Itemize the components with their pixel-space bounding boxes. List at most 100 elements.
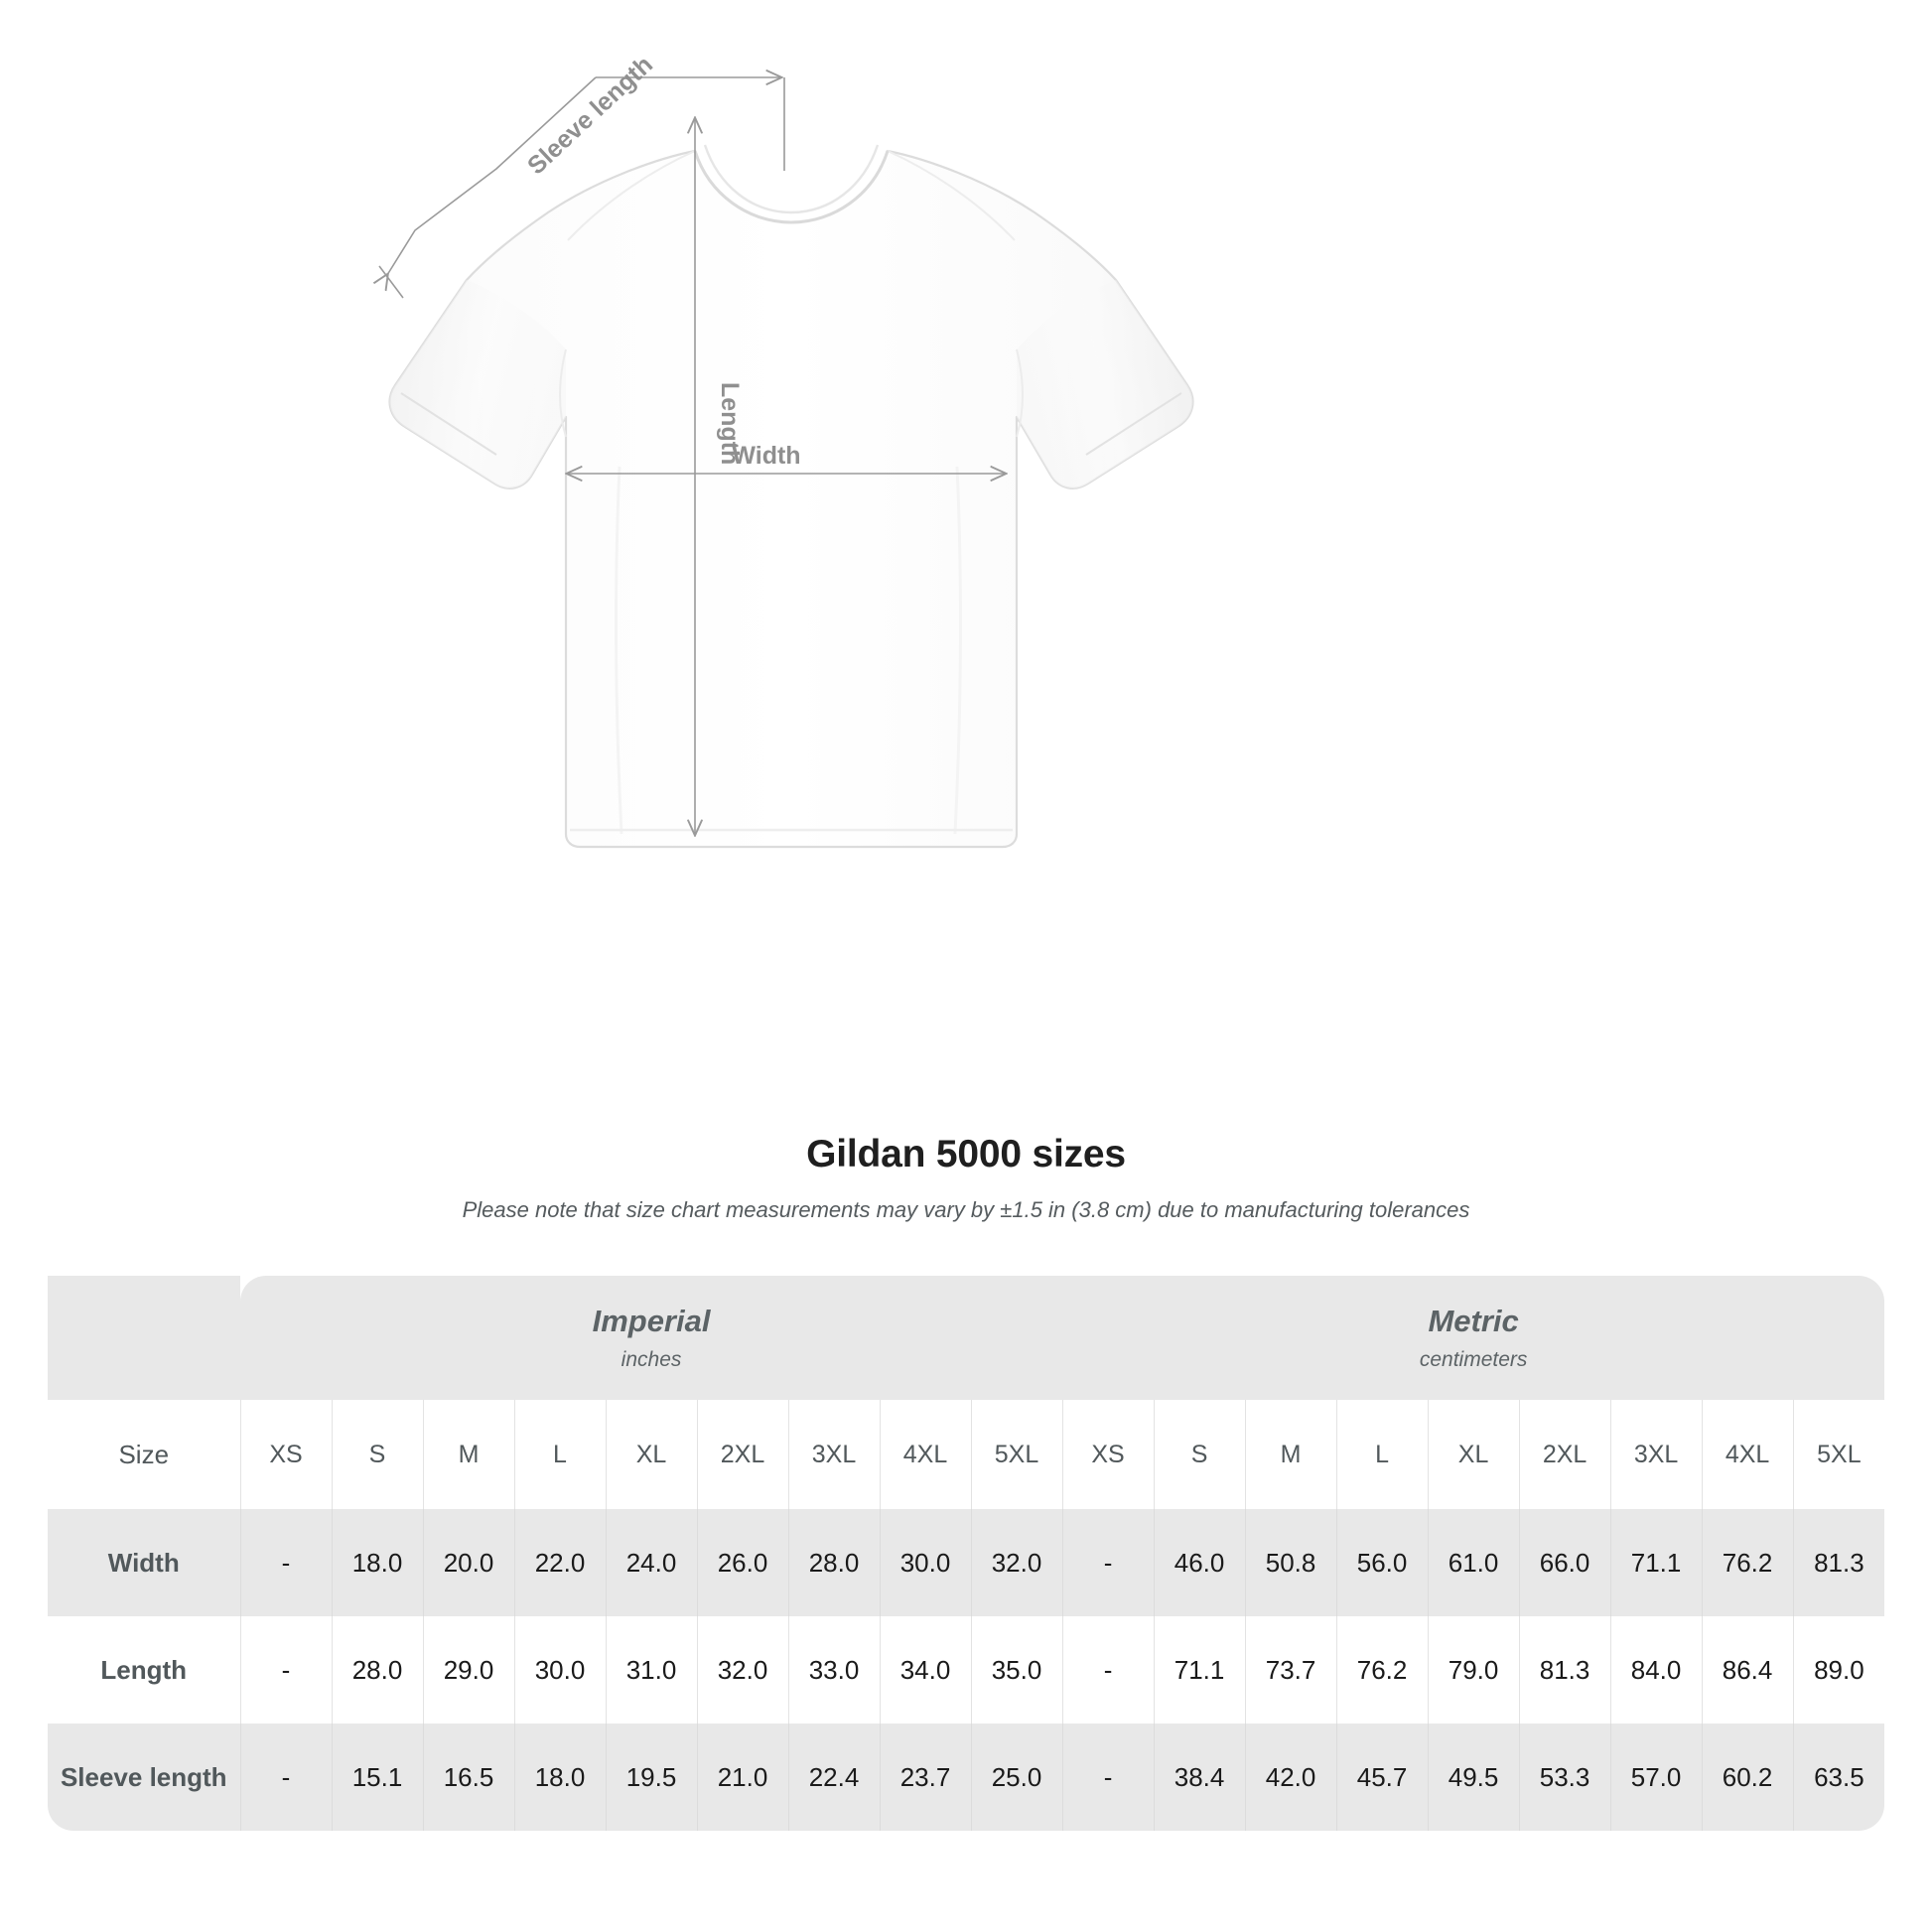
- cell-sleeve-imperial-l: 18.0: [513, 1724, 606, 1831]
- row-label-length: Length: [48, 1616, 240, 1724]
- cell-length-imperial-5xl: 35.0: [970, 1616, 1063, 1724]
- cell-width-imperial-3xl: 28.0: [787, 1509, 880, 1616]
- unit-group-metric-name: Metric: [1428, 1304, 1519, 1339]
- cell-sleeve-metric-4xl: 60.2: [1701, 1724, 1794, 1831]
- cell-sleeve-metric-xs: -: [1061, 1724, 1155, 1831]
- size-header-metric-l: L: [1335, 1400, 1429, 1509]
- cell-length-imperial-xs: -: [239, 1616, 332, 1724]
- cell-width-metric-5xl: 81.3: [1792, 1509, 1885, 1616]
- width-label: Width: [732, 442, 800, 470]
- cell-sleeve-metric-2xl: 53.3: [1518, 1724, 1611, 1831]
- size-header-imperial-5xl: 5XL: [970, 1400, 1063, 1509]
- length-label: Length: [716, 382, 744, 465]
- cell-width-imperial-xs: -: [239, 1509, 332, 1616]
- tolerance-note: Please note that size chart measurements…: [462, 1196, 1470, 1222]
- sleeve-length-label: Sleeve length: [522, 51, 658, 180]
- cell-length-metric-xl: 79.0: [1427, 1616, 1520, 1724]
- cell-length-metric-s: 71.1: [1153, 1616, 1246, 1724]
- size-header-metric-2xl: 2XL: [1518, 1400, 1611, 1509]
- unit-row-spacer: [48, 1276, 240, 1400]
- cell-width-metric-s: 46.0: [1153, 1509, 1246, 1616]
- page-title: Gildan 5000 sizes: [806, 1133, 1126, 1175]
- cell-length-metric-l: 76.2: [1335, 1616, 1429, 1724]
- cell-width-imperial-2xl: 26.0: [696, 1509, 788, 1616]
- size-header-metric-xs: XS: [1061, 1400, 1155, 1509]
- tshirt-garment: [388, 144, 1194, 849]
- cell-length-metric-4xl: 86.4: [1701, 1616, 1794, 1724]
- cell-sleeve-imperial-xs: -: [239, 1724, 332, 1831]
- size-header-metric-4xl: 4XL: [1701, 1400, 1794, 1509]
- cell-length-metric-xs: -: [1061, 1616, 1155, 1724]
- row-label-sleeve-length: Sleeve length: [48, 1724, 240, 1831]
- cell-width-metric-4xl: 76.2: [1701, 1509, 1794, 1616]
- cell-width-imperial-l: 22.0: [513, 1509, 606, 1616]
- size-header-imperial-xl: XL: [605, 1400, 697, 1509]
- table-row: Length - 28.0 29.0 30.0 31.0 32.0 33.0 3…: [48, 1616, 1885, 1724]
- size-header-imperial-l: L: [513, 1400, 606, 1509]
- cell-width-metric-l: 56.0: [1335, 1509, 1429, 1616]
- cell-width-imperial-s: 18.0: [331, 1509, 423, 1616]
- table-row: Sleeve length - 15.1 16.5 18.0 19.5 21.0…: [48, 1724, 1885, 1831]
- cell-width-imperial-5xl: 32.0: [970, 1509, 1063, 1616]
- unit-group-metric-sub: centimeters: [1419, 1347, 1528, 1371]
- size-header-label: Size: [48, 1400, 240, 1509]
- size-header-imperial-xs: XS: [239, 1400, 332, 1509]
- cell-width-metric-xs: -: [1061, 1509, 1155, 1616]
- cell-sleeve-imperial-5xl: 25.0: [970, 1724, 1063, 1831]
- cell-sleeve-metric-m: 42.0: [1244, 1724, 1337, 1831]
- cell-sleeve-metric-3xl: 57.0: [1609, 1724, 1703, 1831]
- size-chart-table: Imperial inches Metric centimeters Size …: [48, 1276, 1885, 1831]
- size-header-metric-5xl: 5XL: [1792, 1400, 1885, 1509]
- cell-sleeve-imperial-xl: 19.5: [605, 1724, 697, 1831]
- size-header-imperial-4xl: 4XL: [879, 1400, 971, 1509]
- cell-width-metric-2xl: 66.0: [1518, 1509, 1611, 1616]
- size-table-wrap: Imperial inches Metric centimeters Size …: [48, 1276, 1885, 1831]
- cell-sleeve-imperial-m: 16.5: [422, 1724, 514, 1831]
- cell-sleeve-imperial-3xl: 22.4: [787, 1724, 880, 1831]
- size-header-imperial-s: S: [331, 1400, 423, 1509]
- cell-sleeve-imperial-2xl: 21.0: [696, 1724, 788, 1831]
- table-row: Width - 18.0 20.0 22.0 24.0 26.0 28.0 30…: [48, 1509, 1885, 1616]
- heading-block: Gildan 5000 sizes Please note that size …: [0, 1132, 1932, 1224]
- cell-width-imperial-xl: 24.0: [605, 1509, 697, 1616]
- cell-length-metric-2xl: 81.3: [1518, 1616, 1611, 1724]
- length-dimension: Length: [695, 119, 744, 834]
- cell-length-imperial-m: 29.0: [422, 1616, 514, 1724]
- cell-length-imperial-xl: 31.0: [605, 1616, 697, 1724]
- size-header-metric-m: M: [1244, 1400, 1337, 1509]
- cell-width-metric-3xl: 71.1: [1609, 1509, 1703, 1616]
- cell-length-imperial-2xl: 32.0: [696, 1616, 788, 1724]
- cell-length-metric-3xl: 84.0: [1609, 1616, 1703, 1724]
- cell-length-imperial-3xl: 33.0: [787, 1616, 880, 1724]
- cell-width-metric-xl: 61.0: [1427, 1509, 1520, 1616]
- cell-length-imperial-4xl: 34.0: [879, 1616, 971, 1724]
- row-label-width: Width: [48, 1509, 240, 1616]
- unit-group-row: Imperial inches Metric centimeters: [48, 1276, 1885, 1400]
- size-header-metric-s: S: [1153, 1400, 1246, 1509]
- cell-length-metric-5xl: 89.0: [1792, 1616, 1885, 1724]
- width-dimension: Width: [568, 442, 1005, 474]
- cell-width-metric-m: 50.8: [1244, 1509, 1337, 1616]
- size-header-metric-3xl: 3XL: [1609, 1400, 1703, 1509]
- cell-sleeve-metric-s: 38.4: [1153, 1724, 1246, 1831]
- cell-width-imperial-4xl: 30.0: [879, 1509, 971, 1616]
- size-header-metric-xl: XL: [1427, 1400, 1520, 1509]
- cell-sleeve-imperial-4xl: 23.7: [879, 1724, 971, 1831]
- tshirt-diagram: Sleeve length Length Width: [0, 51, 1194, 849]
- cell-width-imperial-m: 20.0: [422, 1509, 514, 1616]
- size-header-imperial-2xl: 2XL: [696, 1400, 788, 1509]
- size-header-imperial-3xl: 3XL: [787, 1400, 880, 1509]
- cell-length-imperial-s: 28.0: [331, 1616, 423, 1724]
- unit-group-metric: Metric centimeters: [1062, 1276, 1885, 1400]
- cell-sleeve-metric-xl: 49.5: [1427, 1724, 1520, 1831]
- cell-length-metric-m: 73.7: [1244, 1616, 1337, 1724]
- cell-length-imperial-l: 30.0: [513, 1616, 606, 1724]
- unit-group-imperial-sub: inches: [621, 1347, 682, 1371]
- cell-sleeve-imperial-s: 15.1: [331, 1724, 423, 1831]
- size-header-imperial-m: M: [422, 1400, 514, 1509]
- cell-sleeve-metric-l: 45.7: [1335, 1724, 1429, 1831]
- unit-group-imperial-name: Imperial: [592, 1304, 711, 1339]
- unit-group-imperial: Imperial inches: [240, 1276, 1063, 1400]
- size-header-row: Size XS S M L XL 2XL 3XL 4XL 5XL XS S M …: [48, 1400, 1885, 1509]
